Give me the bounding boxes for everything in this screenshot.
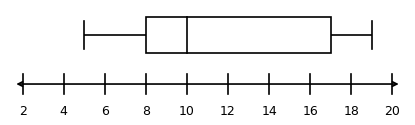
Text: 6: 6: [101, 105, 109, 118]
Text: 20: 20: [384, 105, 400, 118]
Bar: [146, 17, 331, 53]
Text: 14: 14: [261, 105, 277, 118]
Text: 8: 8: [142, 105, 150, 118]
Text: 12: 12: [220, 105, 236, 118]
Text: 16: 16: [302, 105, 318, 118]
Text: 4: 4: [60, 105, 68, 118]
Text: 10: 10: [179, 105, 195, 118]
Text: 18: 18: [343, 105, 359, 118]
Text: 2: 2: [19, 105, 27, 118]
